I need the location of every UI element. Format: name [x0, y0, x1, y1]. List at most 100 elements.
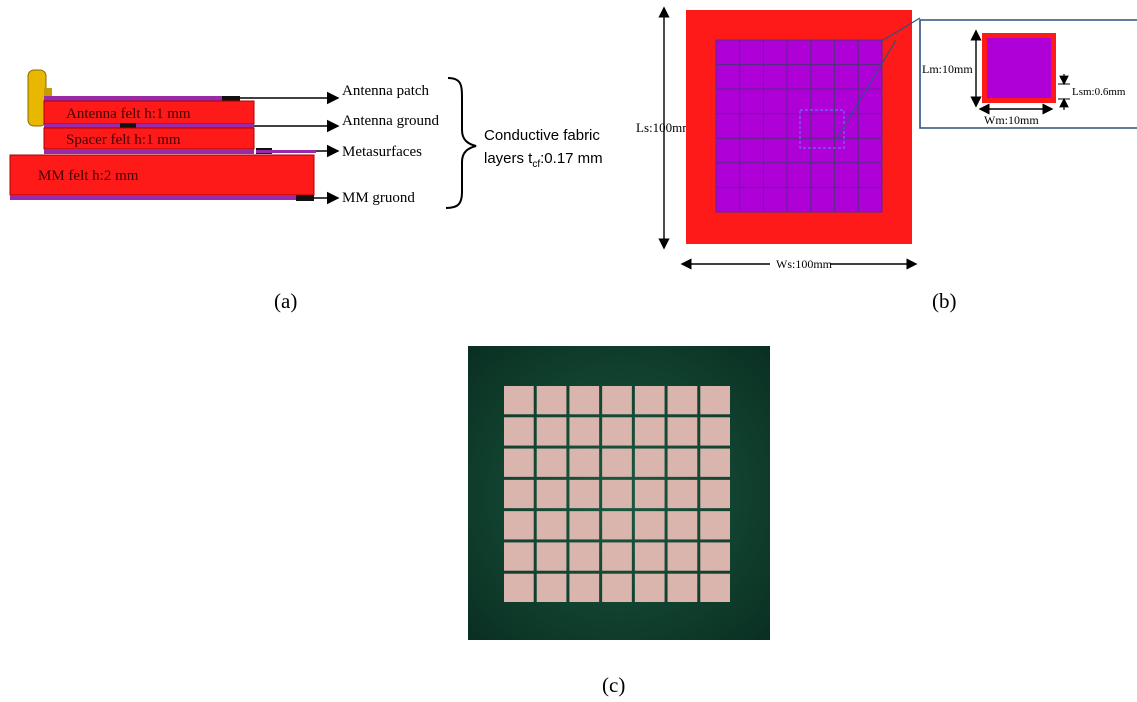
fabric-tile: [667, 573, 698, 602]
fabric-tile: [504, 417, 534, 446]
fabric-tile: [536, 386, 567, 415]
fabric-tile: [667, 542, 698, 571]
mm-felt-label: MM felt h:2 mm: [38, 168, 139, 184]
metasurface-cell: [786, 162, 812, 188]
metasurface-cell: [715, 88, 741, 115]
fabricated-tile-grid: [504, 386, 730, 602]
metasurface-cell: [715, 64, 741, 90]
callout-mm-ground: MM gruond: [342, 190, 415, 206]
metasurface-cell: [834, 186, 859, 213]
highlighted-unit-cell: [799, 109, 845, 149]
panel-a: Antenna felt h:1 mm Spacer felt h:1 mm M…: [9, 69, 603, 313]
metasurface-cell: [786, 64, 812, 90]
metasurface-cell: [762, 113, 788, 139]
fabric-tile: [700, 479, 730, 509]
metasurface-cell: [834, 88, 859, 115]
panel-b: Ls:100mm Ws:100mm Lm:10mm Wm:10mm: [636, 6, 1137, 313]
callout-antenna-patch: Antenna patch: [342, 83, 430, 99]
zoom-line-2: [879, 17, 921, 43]
fabric-tile: [700, 511, 730, 540]
fabric-tile: [569, 448, 600, 477]
fabric-tile: [504, 448, 534, 477]
fabric-tile: [602, 386, 632, 415]
fabric-tile: [602, 417, 632, 446]
panel-c: (c): [468, 346, 770, 697]
lm-label: Lm:10mm: [922, 62, 973, 76]
fabric-tile: [700, 386, 730, 415]
fabric-tile: [536, 542, 567, 571]
metasurface-cell: [834, 39, 859, 66]
metasurface-cell: [857, 162, 883, 188]
lsm-label: Lsm:0.6mm: [1072, 86, 1126, 98]
brace-icon: [445, 77, 477, 209]
metasurface-cell: [834, 162, 859, 188]
caption-b: (b): [932, 289, 957, 313]
metasurface-cell: [739, 137, 764, 164]
fabric-tile: [569, 573, 600, 602]
metasurface-cell: [762, 162, 788, 188]
fabric-tile: [700, 417, 730, 446]
ws-label: Ws:100mm: [776, 257, 833, 271]
metasurface-cell: [715, 162, 741, 188]
antenna-patch-feed: [222, 96, 240, 101]
caption-a: (a): [274, 289, 297, 313]
fabric-tile: [700, 448, 730, 477]
fabric-tile: [667, 479, 698, 509]
metasurface-cell: [762, 186, 788, 213]
metasurface-cell: [715, 137, 741, 164]
brace-label-line1: Conductive fabric: [484, 127, 600, 144]
metasurface-cell: [739, 39, 764, 66]
caption-c: (c): [602, 673, 625, 697]
metasurface-cell: [762, 137, 788, 164]
fabric-tile: [634, 511, 665, 540]
fabric-tile: [536, 573, 567, 602]
fabric-tile: [504, 511, 534, 540]
metasurface-cell: [810, 113, 836, 139]
metasurface-cell: [715, 113, 741, 139]
fabric-tile: [504, 386, 534, 415]
metasurface-cell: [857, 113, 883, 139]
fabric-tile: [536, 417, 567, 446]
ls-label: Ls:100mm: [636, 120, 692, 135]
fabric-tile: [602, 448, 632, 477]
fabric-tile: [569, 386, 600, 415]
metasurface-cell: [857, 137, 883, 164]
metasurface-cell: [762, 88, 788, 115]
fabric-tile: [634, 573, 665, 602]
fabric-tile: [602, 573, 632, 602]
fabric-tile: [536, 511, 567, 540]
fabric-tile: [634, 386, 665, 415]
metasurface-cell: [810, 186, 836, 213]
metasurface-cell: [739, 64, 764, 90]
fabric-tile: [667, 417, 698, 446]
fabric-tile: [700, 542, 730, 571]
spacer-felt-label: Spacer felt h:1 mm: [66, 132, 181, 148]
metasurface-cell-grid: [715, 39, 883, 213]
fabric-tile: [667, 448, 698, 477]
metasurface-cell: [739, 113, 764, 139]
callout-antenna-ground: Antenna ground: [342, 113, 440, 129]
metasurface-cell: [810, 39, 836, 66]
metasurface-cell: [810, 162, 836, 188]
zoom-inset-frame: [919, 19, 1137, 129]
metasurface-cell: [739, 88, 764, 115]
fabric-tile: [536, 448, 567, 477]
callout-metasurfaces: Metasurfaces: [342, 144, 422, 160]
fabric-tile: [634, 417, 665, 446]
metasurface-cell: [786, 137, 812, 164]
fabric-tile: [569, 511, 600, 540]
metasurface-strip: [44, 149, 254, 154]
mm-ground-mark: [296, 195, 314, 201]
metasurface-cell: [857, 88, 883, 115]
fabric-tile: [602, 479, 632, 509]
metasurface-cell: [762, 39, 788, 66]
fabric-tile: [667, 386, 698, 415]
metasurface-cell: [739, 186, 764, 213]
wm-label: Wm:10mm: [984, 113, 1039, 127]
metasurface-cell: [715, 39, 741, 66]
mm-ground-strip: [10, 195, 314, 200]
metasurface-cell: [786, 113, 812, 139]
metasurface-cell: [762, 64, 788, 90]
metasurface-cell: [834, 137, 859, 164]
